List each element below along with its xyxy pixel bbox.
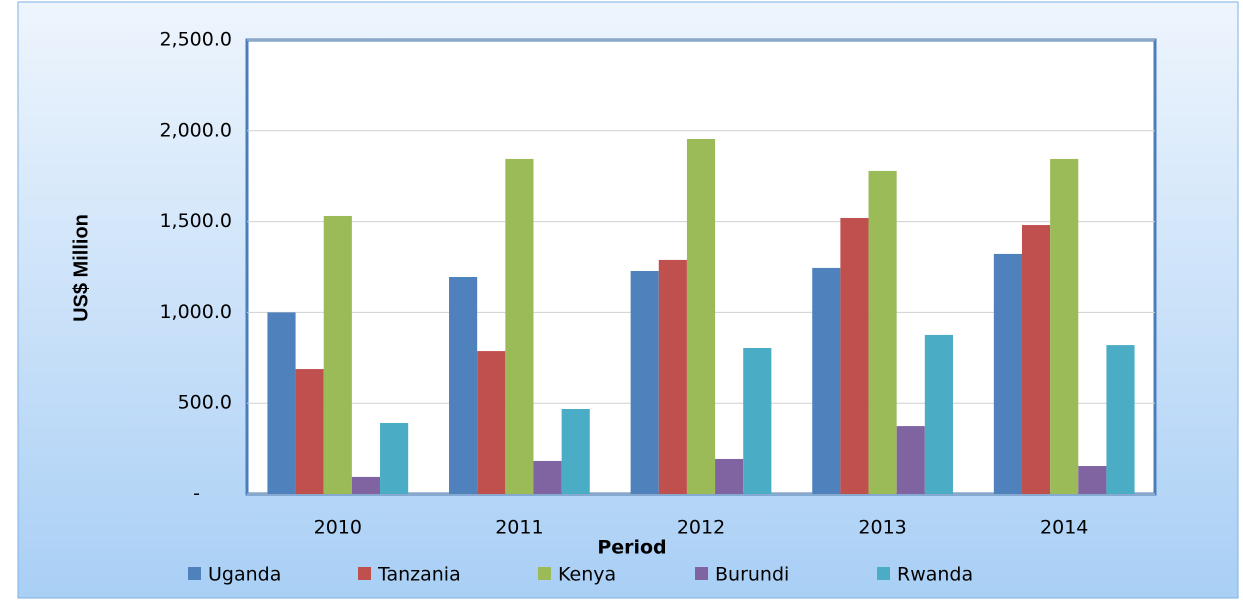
bar xyxy=(533,460,562,494)
bar xyxy=(868,170,897,494)
bar xyxy=(1078,466,1107,494)
bar xyxy=(1106,345,1135,494)
bar xyxy=(743,347,772,494)
legend-label: Rwanda xyxy=(897,564,973,586)
bar xyxy=(896,426,925,494)
legend-swatch xyxy=(538,567,551,580)
bar xyxy=(924,334,953,494)
x-tick-label: 2011 xyxy=(495,517,543,539)
y-tick-label: 1,000.0 xyxy=(159,301,232,323)
bar xyxy=(993,253,1022,494)
bar xyxy=(1050,158,1079,494)
x-tick-label: 2014 xyxy=(1040,517,1088,539)
bar xyxy=(561,409,590,494)
legend-swatch xyxy=(877,567,890,580)
legend-label: Burundi xyxy=(715,564,789,586)
x-tick-label: 2013 xyxy=(858,517,906,539)
y-tick-label: 500.0 xyxy=(178,392,232,414)
x-tick-label: 2010 xyxy=(314,517,362,539)
legend-label: Kenya xyxy=(558,564,616,586)
x-tick-label: 2012 xyxy=(677,517,725,539)
y-axis-title: US$ Million xyxy=(70,214,92,322)
bar xyxy=(323,215,352,494)
bar xyxy=(449,276,478,494)
y-tick-label: 2,000.0 xyxy=(159,119,232,141)
bar xyxy=(351,476,381,494)
bar xyxy=(715,458,744,494)
bar xyxy=(505,158,534,494)
bar xyxy=(686,138,716,495)
y-tick-label: 2,500.0 xyxy=(159,29,232,51)
bar xyxy=(658,259,687,494)
bar xyxy=(477,351,506,494)
y-tick-label: 1,500.0 xyxy=(159,210,232,232)
bar xyxy=(267,312,296,494)
bar xyxy=(295,369,324,494)
y-tick-label: - xyxy=(193,483,200,505)
legend-swatch xyxy=(695,567,708,580)
legend-swatch xyxy=(358,567,371,580)
bar xyxy=(1021,225,1051,494)
bar xyxy=(840,217,869,494)
x-axis-title: Period xyxy=(597,537,666,559)
bar xyxy=(812,267,841,494)
legend-label: Uganda xyxy=(208,564,281,586)
bar xyxy=(380,422,409,494)
legend-label: Tanzania xyxy=(377,564,461,586)
bar xyxy=(630,270,659,494)
legend-swatch xyxy=(188,567,201,580)
